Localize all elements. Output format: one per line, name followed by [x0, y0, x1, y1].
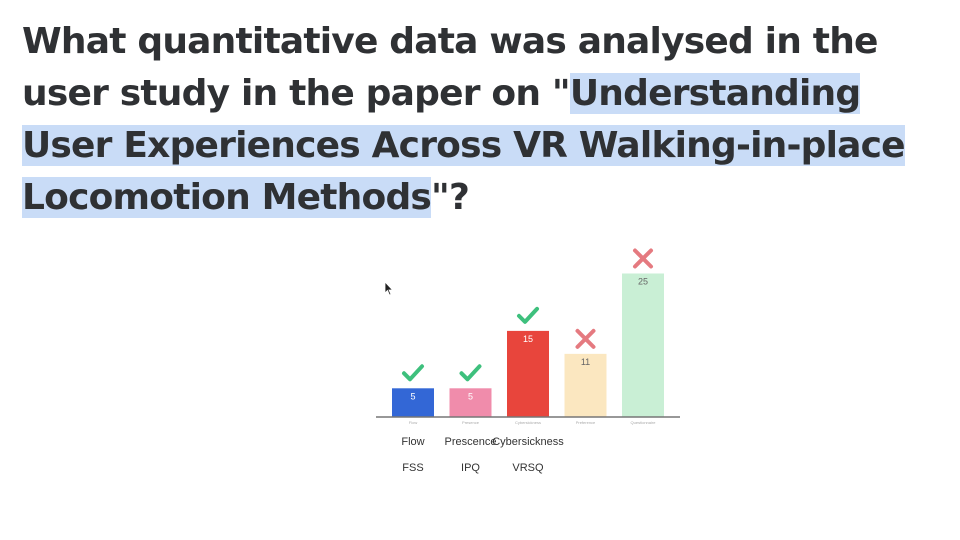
question-text: What quantitative data was analysed in t… — [22, 21, 878, 114]
measure-name: Prescence — [444, 436, 497, 448]
check-icon — [517, 306, 539, 324]
bar-flow — [392, 388, 434, 417]
bar-cybersickness — [507, 330, 549, 417]
category-tick-label: Presence — [462, 420, 480, 425]
check-icon — [402, 364, 424, 382]
instrument-name: IPQ — [461, 462, 480, 474]
measure-name: Flow — [401, 436, 425, 448]
instrument-name: VRSQ — [512, 462, 544, 474]
question-title: What quantitative data was analysed in t… — [22, 16, 942, 224]
bar-chart: 5 Flow 5 Presence 15 Cybersickness 11 Preferenc… — [376, 248, 680, 425]
bar-value-label: 15 — [523, 334, 533, 344]
category-tick-label: Cybersickness — [515, 420, 541, 425]
cross-icon — [633, 248, 653, 269]
check-icon — [459, 364, 482, 382]
category-tick-label: Questionnaire — [631, 420, 657, 425]
bar-presence — [449, 388, 492, 417]
bar-questionnaire — [622, 273, 664, 417]
question-end: "? — [431, 177, 470, 218]
instrument-name: FSS — [402, 462, 424, 474]
bar-value-label: 5 — [468, 391, 473, 401]
category-tick-label: Preference — [576, 420, 596, 425]
bar-value-label: 11 — [581, 357, 590, 367]
bar-preference — [564, 353, 607, 417]
bar-value-label: 5 — [410, 391, 415, 401]
mouse-cursor-icon — [384, 281, 394, 296]
bar-value-label: 25 — [638, 276, 648, 286]
cross-icon — [575, 328, 596, 349]
measure-name: Cybersickness — [492, 436, 564, 448]
category-tick-label: Flow — [409, 420, 418, 425]
